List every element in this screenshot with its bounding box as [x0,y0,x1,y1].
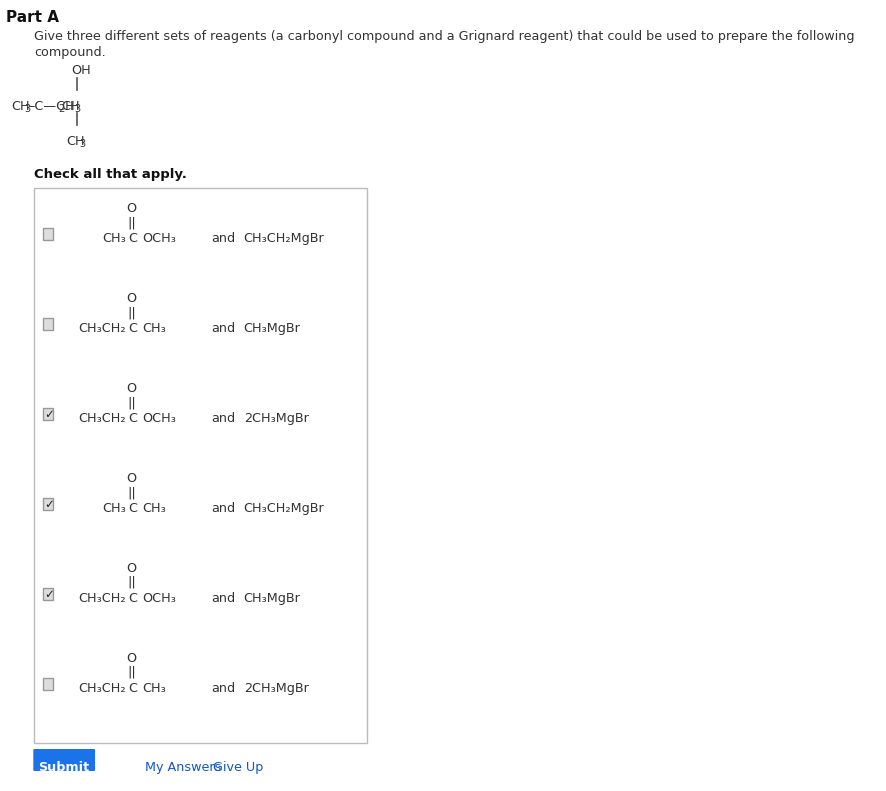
Text: 2CH₃MgBr: 2CH₃MgBr [244,412,308,425]
Text: 3: 3 [25,104,30,114]
Text: and: and [211,322,236,335]
Text: ||: || [128,576,136,589]
Text: Give three different sets of reagents (a carbonyl compound and a Grignard reagen: Give three different sets of reagents (a… [35,30,855,43]
FancyBboxPatch shape [34,749,95,771]
Text: O: O [127,652,136,665]
Text: O: O [127,202,136,215]
Text: CH₃MgBr: CH₃MgBr [244,592,300,605]
Text: ||: || [128,216,136,229]
Text: C: C [128,322,136,335]
Text: Part A: Part A [6,10,59,25]
Text: CH: CH [12,100,30,113]
Text: OCH₃: OCH₃ [142,232,176,245]
Text: CH₃CH₂: CH₃CH₂ [78,592,126,605]
Text: ||: || [128,396,136,409]
Text: OCH₃: OCH₃ [142,412,176,425]
Bar [35,188,367,743]
Text: CH₃CH₂: CH₃CH₂ [78,682,126,695]
Bar [43,588,53,600]
Text: and: and [211,232,236,245]
Text: Check all that apply.: Check all that apply. [35,168,187,181]
Text: CH: CH [62,100,81,113]
Text: CH₃: CH₃ [142,682,166,695]
Text: CH₃CH₂MgBr: CH₃CH₂MgBr [244,232,324,245]
Text: CH₃MgBr: CH₃MgBr [244,322,300,335]
Bar [43,318,53,330]
Text: CH: CH [66,135,85,148]
Bar [43,498,53,510]
Text: ✓: ✓ [44,408,54,421]
Text: 3: 3 [80,139,86,149]
Text: O: O [127,562,136,575]
Text: CH₃: CH₃ [142,502,166,515]
Text: OCH₃: OCH₃ [142,592,176,605]
Text: Give Up: Give Up [213,761,263,774]
Text: 3: 3 [74,104,81,114]
Text: and: and [211,682,236,695]
Text: and: and [211,502,236,515]
Text: ||: || [128,306,136,319]
Text: CH₃CH₂MgBr: CH₃CH₂MgBr [244,502,324,515]
Text: C: C [128,232,136,245]
Text: C: C [128,502,136,515]
Text: ✓: ✓ [44,498,54,511]
Text: CH₃: CH₃ [102,232,126,245]
Text: and: and [211,412,236,425]
Text: C: C [128,592,136,605]
Text: Submit: Submit [39,761,89,774]
Text: ||: || [128,486,136,499]
Text: ||: || [128,666,136,679]
Bar [43,228,53,240]
Text: 2: 2 [58,104,65,114]
Text: 2CH₃MgBr: 2CH₃MgBr [244,682,308,695]
Text: ✓: ✓ [44,588,54,601]
Text: CH₃: CH₃ [102,502,126,515]
Text: CH₃CH₂: CH₃CH₂ [78,412,126,425]
Bar [43,678,53,690]
Text: My Answers: My Answers [144,761,221,774]
Text: and: and [211,592,236,605]
Text: C: C [128,682,136,695]
Text: O: O [127,292,136,305]
Text: –C—CH: –C—CH [28,100,75,113]
Text: CH₃: CH₃ [142,322,166,335]
Text: OH: OH [72,64,91,77]
Text: CH₃CH₂: CH₃CH₂ [78,322,126,335]
Text: O: O [127,382,136,395]
Text: compound.: compound. [35,46,105,59]
Bar [43,408,53,420]
Text: O: O [127,472,136,485]
Text: C: C [128,412,136,425]
